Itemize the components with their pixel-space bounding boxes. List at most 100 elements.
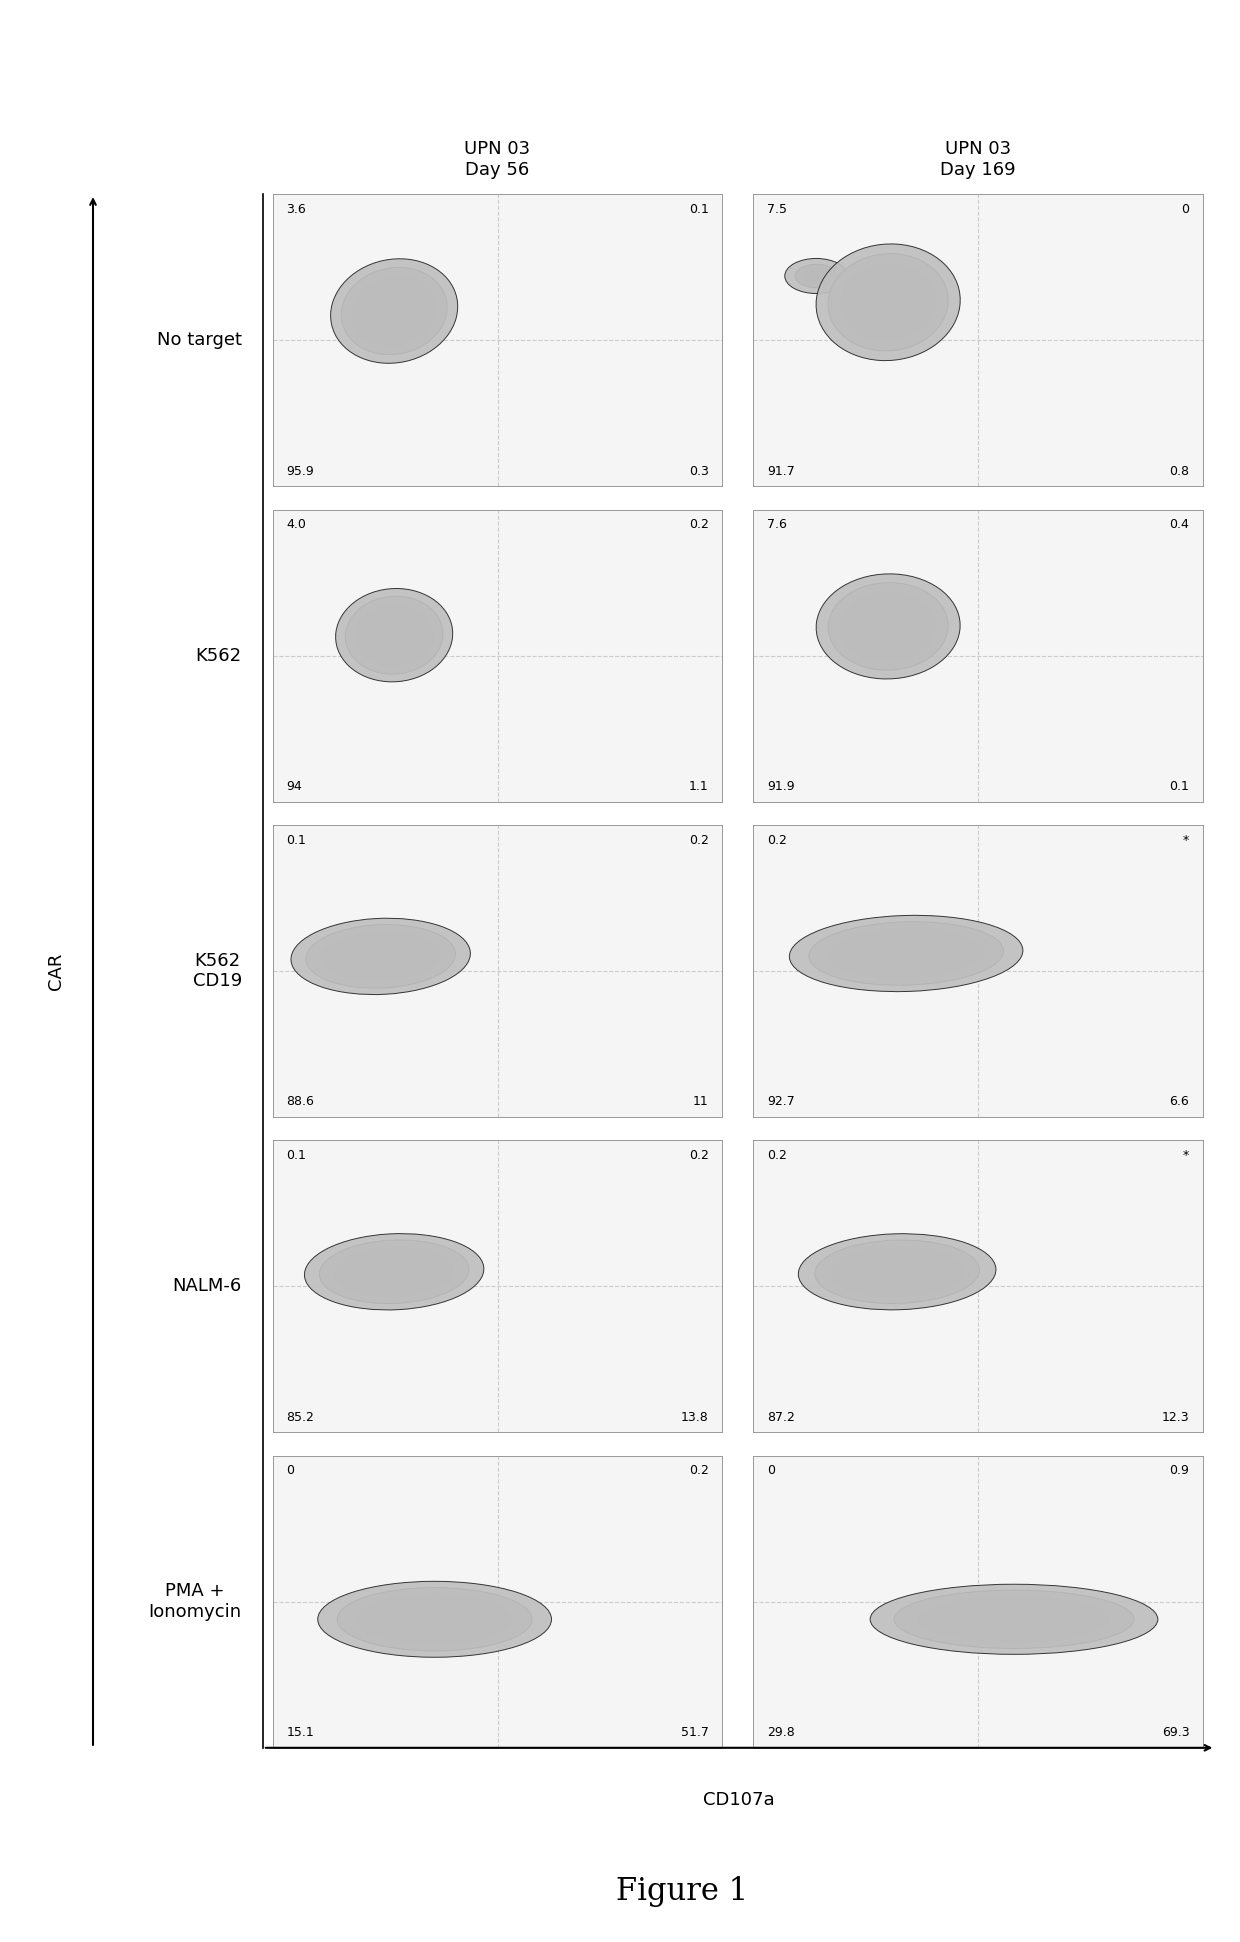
Ellipse shape <box>828 254 949 352</box>
Ellipse shape <box>379 1266 409 1278</box>
Ellipse shape <box>320 1241 469 1303</box>
Text: 0.1: 0.1 <box>689 204 709 216</box>
Ellipse shape <box>291 919 470 994</box>
Text: 91.7: 91.7 <box>766 464 795 478</box>
Text: 0.2: 0.2 <box>766 1150 786 1161</box>
Text: CAR: CAR <box>47 952 64 990</box>
Ellipse shape <box>357 1594 512 1645</box>
Ellipse shape <box>352 276 436 346</box>
Text: 0.1: 0.1 <box>1169 781 1189 792</box>
Text: 0.1: 0.1 <box>286 833 306 847</box>
Ellipse shape <box>887 948 925 959</box>
Ellipse shape <box>350 1253 439 1291</box>
Ellipse shape <box>808 922 1003 985</box>
Ellipse shape <box>867 940 945 967</box>
Ellipse shape <box>795 264 837 287</box>
Text: *: * <box>1183 833 1189 847</box>
Ellipse shape <box>852 600 924 653</box>
Ellipse shape <box>877 293 900 313</box>
Text: 85.2: 85.2 <box>286 1410 314 1423</box>
Text: 0: 0 <box>766 1464 775 1478</box>
Ellipse shape <box>942 1602 1086 1637</box>
Ellipse shape <box>365 1258 424 1284</box>
Text: 7.6: 7.6 <box>766 519 786 532</box>
Text: NALM-6: NALM-6 <box>172 1278 242 1295</box>
Text: 3.6: 3.6 <box>286 204 306 216</box>
Text: 0.9: 0.9 <box>1169 1464 1189 1478</box>
Ellipse shape <box>373 293 415 328</box>
Text: 6.6: 6.6 <box>1169 1095 1189 1109</box>
Ellipse shape <box>366 950 396 963</box>
Text: UPN 03
Day 56: UPN 03 Day 56 <box>465 140 531 179</box>
Text: 88.6: 88.6 <box>286 1095 314 1109</box>
Ellipse shape <box>864 284 913 322</box>
Ellipse shape <box>396 1606 474 1631</box>
Ellipse shape <box>841 592 936 662</box>
Text: 94: 94 <box>286 781 303 792</box>
Text: PMA +
Ionomycin: PMA + Ionomycin <box>149 1583 242 1622</box>
Text: 0.2: 0.2 <box>689 1150 709 1161</box>
Ellipse shape <box>864 1258 930 1284</box>
Ellipse shape <box>852 274 924 332</box>
Text: 87.2: 87.2 <box>766 1410 795 1423</box>
Text: 0: 0 <box>286 1464 294 1478</box>
Text: 0.2: 0.2 <box>689 519 709 532</box>
Text: 29.8: 29.8 <box>766 1726 795 1738</box>
Text: *: * <box>1183 1150 1189 1161</box>
Text: 0.4: 0.4 <box>1169 519 1189 532</box>
Ellipse shape <box>384 627 404 643</box>
Ellipse shape <box>341 268 448 355</box>
Ellipse shape <box>841 264 936 342</box>
Ellipse shape <box>355 604 433 666</box>
Ellipse shape <box>351 944 410 969</box>
Text: 0.2: 0.2 <box>689 833 709 847</box>
Ellipse shape <box>848 934 965 973</box>
Text: 1.1: 1.1 <box>689 781 709 792</box>
Ellipse shape <box>816 245 960 361</box>
Ellipse shape <box>335 1247 454 1297</box>
Ellipse shape <box>848 1253 946 1291</box>
Ellipse shape <box>966 1608 1061 1631</box>
Ellipse shape <box>815 1241 980 1303</box>
Ellipse shape <box>346 596 443 674</box>
Ellipse shape <box>864 610 913 645</box>
Text: UPN 03
Day 169: UPN 03 Day 169 <box>940 140 1016 179</box>
Ellipse shape <box>828 928 985 979</box>
Text: Figure 1: Figure 1 <box>616 1876 748 1907</box>
Ellipse shape <box>799 1233 996 1309</box>
Text: 0.3: 0.3 <box>689 464 709 478</box>
Ellipse shape <box>374 619 414 651</box>
Text: 95.9: 95.9 <box>286 464 314 478</box>
Ellipse shape <box>990 1614 1038 1625</box>
Text: 4.0: 4.0 <box>286 519 306 532</box>
Text: 0: 0 <box>1182 204 1189 216</box>
Ellipse shape <box>877 618 900 635</box>
Ellipse shape <box>831 1247 963 1297</box>
Text: 91.9: 91.9 <box>766 781 795 792</box>
Text: 92.7: 92.7 <box>766 1095 795 1109</box>
Ellipse shape <box>317 1581 552 1657</box>
Ellipse shape <box>336 588 453 682</box>
Ellipse shape <box>790 915 1023 992</box>
Ellipse shape <box>336 938 425 975</box>
Ellipse shape <box>828 583 949 670</box>
Ellipse shape <box>321 930 440 983</box>
Text: 0.8: 0.8 <box>1169 464 1189 478</box>
Text: 15.1: 15.1 <box>286 1726 314 1738</box>
Ellipse shape <box>383 303 404 320</box>
Text: CD107a: CD107a <box>703 1791 775 1808</box>
Ellipse shape <box>870 1585 1158 1655</box>
Text: 11: 11 <box>693 1095 709 1109</box>
Text: 13.8: 13.8 <box>681 1410 709 1423</box>
Ellipse shape <box>816 575 960 680</box>
Ellipse shape <box>806 270 827 282</box>
Ellipse shape <box>305 1233 484 1311</box>
Ellipse shape <box>918 1596 1110 1643</box>
Ellipse shape <box>365 612 423 658</box>
Text: 0.2: 0.2 <box>689 1464 709 1478</box>
Text: 7.5: 7.5 <box>766 204 787 216</box>
Text: 69.3: 69.3 <box>1162 1726 1189 1738</box>
Ellipse shape <box>362 285 425 338</box>
Ellipse shape <box>306 924 455 988</box>
Text: No target: No target <box>156 332 242 350</box>
